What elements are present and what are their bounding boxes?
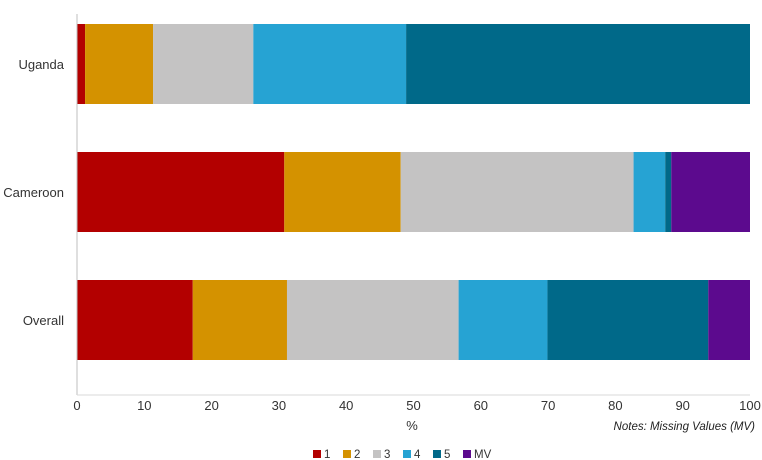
x-tick-label: 50 xyxy=(406,398,420,413)
legend-swatch-3 xyxy=(373,450,381,458)
bar-cameroon-4 xyxy=(633,152,666,232)
bar-cameroon-3 xyxy=(400,152,634,232)
legend-swatch-1 xyxy=(313,450,321,458)
x-tick-label: 100 xyxy=(739,398,761,413)
category-label: Uganda xyxy=(18,57,64,72)
x-axis-label: % xyxy=(406,418,418,433)
category-label: Cameroon xyxy=(3,185,64,200)
x-tick-label: 0 xyxy=(73,398,80,413)
legend-label-mv: MV xyxy=(474,449,492,460)
bar-uganda-3 xyxy=(153,24,254,104)
x-tick-label: 90 xyxy=(675,398,689,413)
x-tick-label: 60 xyxy=(474,398,488,413)
x-tick-label: 20 xyxy=(204,398,218,413)
x-tick-label: 30 xyxy=(272,398,286,413)
bar-overall-2 xyxy=(192,280,287,360)
legend-label-5: 5 xyxy=(444,449,450,460)
x-axis: 0 10 20 30 40 50 60 70 80 90 100 xyxy=(73,14,761,413)
legend-swatch-4 xyxy=(403,450,411,458)
legend-label-1: 1 xyxy=(324,449,330,460)
category-labels: Uganda Cameroon Overall xyxy=(3,57,64,328)
bar-cameroon-2 xyxy=(284,152,401,232)
x-tick-label: 10 xyxy=(137,398,151,413)
legend-label-2: 2 xyxy=(354,449,360,460)
chart-note: Notes: Missing Values (MV) xyxy=(614,421,756,433)
bar-overall-1 xyxy=(77,280,193,360)
legend-swatch-2 xyxy=(343,450,351,458)
bar-overall-3 xyxy=(286,280,459,360)
legend-swatch-5 xyxy=(433,450,441,458)
bar-uganda-5 xyxy=(406,24,750,104)
bar-overall-5 xyxy=(547,280,709,360)
legend: 1 2 3 4 5 MV xyxy=(313,449,492,460)
bars-layer xyxy=(77,24,750,360)
bar-cameroon-1 xyxy=(77,152,285,232)
x-tick-label: 80 xyxy=(608,398,622,413)
x-tick-label: 40 xyxy=(339,398,353,413)
category-label: Overall xyxy=(23,313,64,328)
bar-overall-mv xyxy=(708,280,750,360)
bar-cameroon-5 xyxy=(665,152,672,232)
legend-label-3: 3 xyxy=(384,449,390,460)
legend-label-4: 4 xyxy=(414,449,421,460)
bar-uganda-4 xyxy=(253,24,407,104)
bar-cameroon-mv xyxy=(671,152,750,232)
bar-uganda-1 xyxy=(77,24,86,104)
legend-swatch-mv xyxy=(463,450,471,458)
x-tick-label: 70 xyxy=(541,398,555,413)
bar-overall-4 xyxy=(458,280,548,360)
bar-uganda-2 xyxy=(85,24,154,104)
